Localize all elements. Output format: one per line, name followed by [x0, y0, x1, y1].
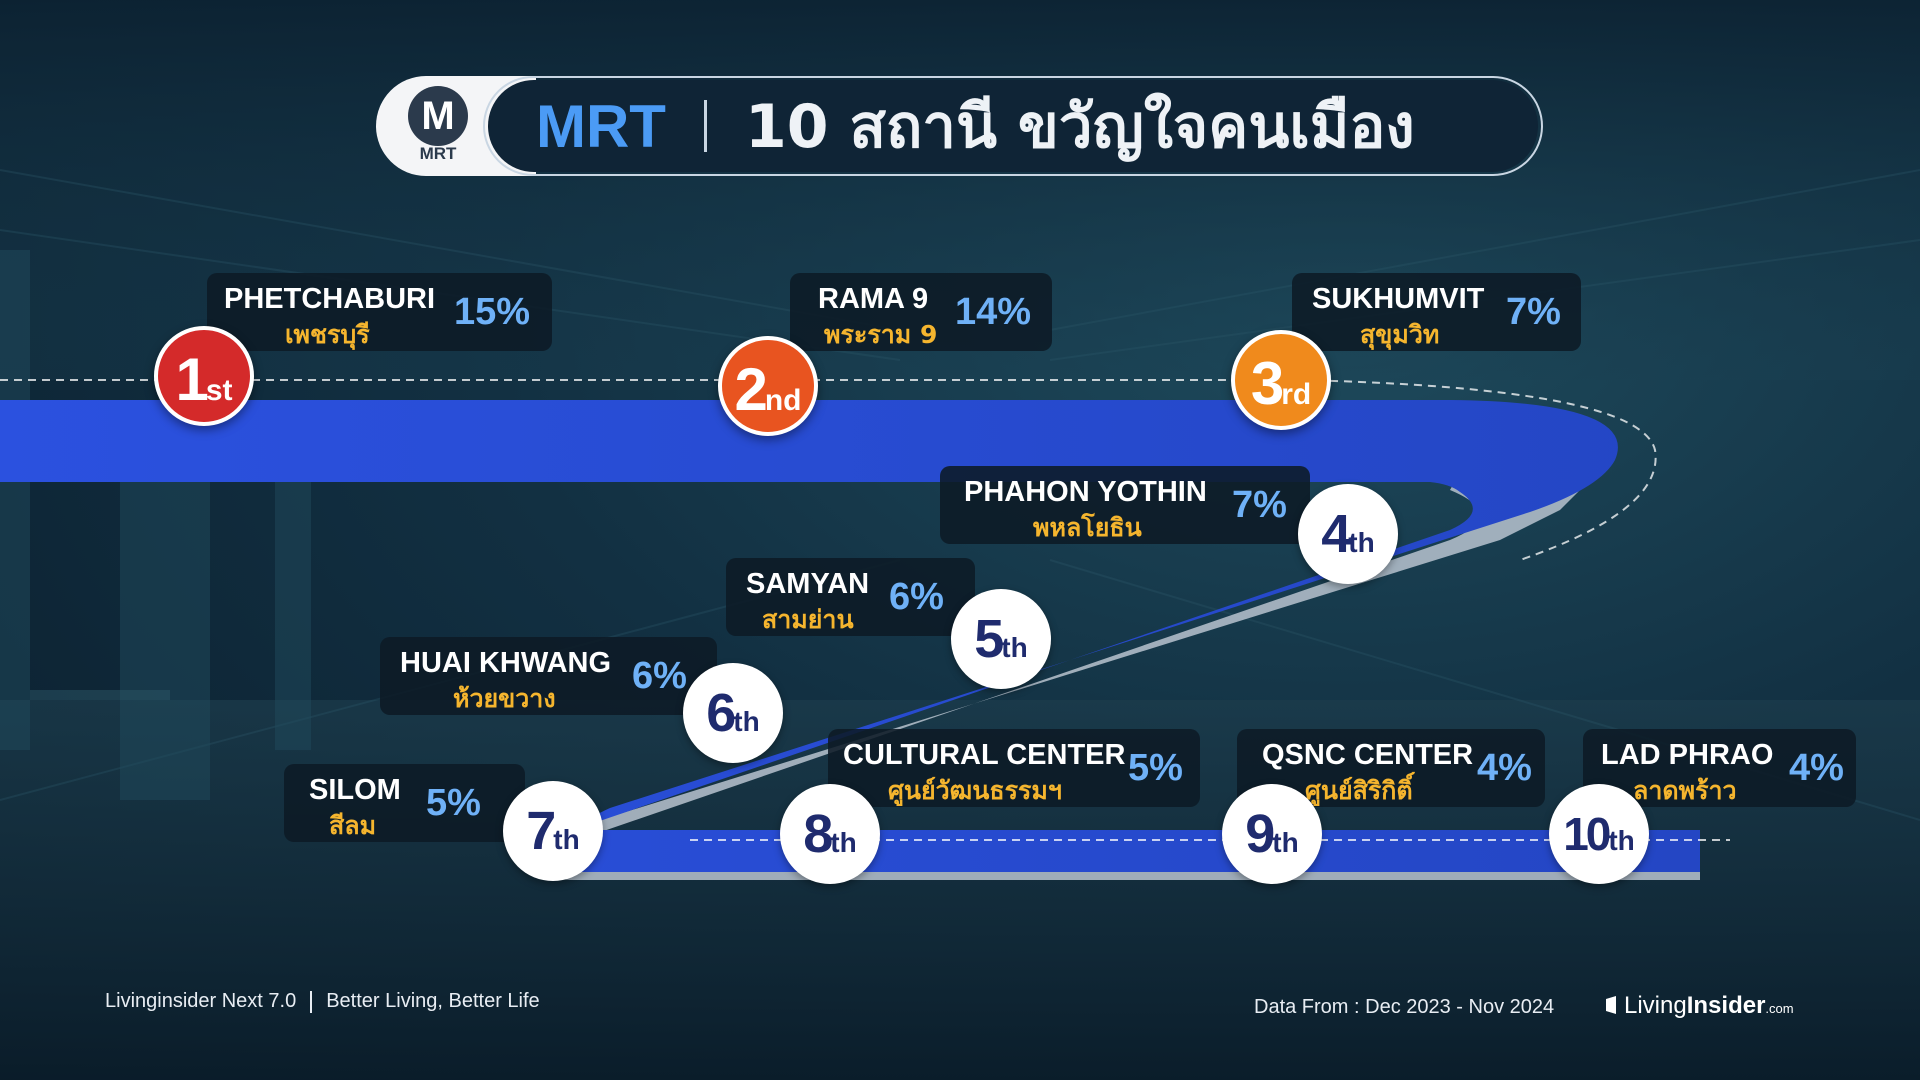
title-brand: MRT [536, 92, 666, 160]
logo-word-com: .com [1765, 1001, 1794, 1016]
rank-suffix: th [733, 706, 760, 737]
rank-badge-1: 1st [154, 326, 254, 426]
footer-left: Livinginsider Next 7.0 Better Living, Bet… [105, 990, 540, 1013]
station-percent: 14% [955, 291, 1032, 333]
footer-divider [310, 990, 313, 1013]
rank-badge-9: 9th [1222, 784, 1322, 884]
rank-badge-10: 10th [1549, 784, 1649, 884]
station-card-7: SILOM สีลม 5% [284, 764, 525, 842]
title-divider [703, 100, 707, 152]
rank-suffix: th [553, 824, 580, 855]
station-name-en: QSNC CENTER [1262, 739, 1474, 771]
station-card-8: CULTURAL CENTER ศูนย์วัฒนธรรมฯ 5% [828, 729, 1200, 807]
rank-number: 7 [526, 801, 556, 861]
rank-number: 1 [175, 346, 208, 413]
rank-suffix: th [1348, 527, 1375, 558]
footer-brand: Livinginsider Next 7.0 [105, 990, 297, 1012]
rank-badge-6: 6th [683, 663, 783, 763]
station-name-en: HUAI KHWANG [400, 647, 612, 679]
station-name-th: สุขุมวิท [1360, 320, 1440, 349]
station-name-en: SILOM [309, 774, 401, 806]
rank-badge-7: 7th [503, 781, 603, 881]
rank-badge-3: 3rd [1231, 330, 1331, 430]
station-name-en: PHETCHABURI [224, 283, 436, 315]
rank-number: 9 [1245, 804, 1275, 864]
rank-number: 5 [974, 609, 1004, 669]
rank-number: 6 [706, 683, 736, 743]
station-percent: 7% [1506, 291, 1561, 333]
station-percent: 6% [632, 655, 687, 697]
rank-number: 8 [803, 804, 833, 864]
mrt-logo-label: MRT [419, 144, 457, 163]
rank-badge-2: 2nd [718, 336, 818, 436]
rank-number: 3 [1250, 350, 1284, 417]
station-name-th: ศูนย์วัฒนธรรมฯ [888, 776, 1062, 805]
station-percent: 6% [889, 576, 944, 618]
station-name-th: พระราม 9 [824, 320, 938, 349]
station-name-en: CULTURAL CENTER [843, 739, 1126, 771]
station-percent: 7% [1232, 484, 1287, 526]
station-card-2: RAMA 9 พระราม 9 14% [790, 273, 1052, 351]
station-card-5: SAMYAN สามย่าน 6% [726, 558, 975, 636]
rank-suffix: th [1001, 632, 1028, 663]
station-name-en: PHAHON YOTHIN [964, 476, 1207, 508]
station-card-3: SUKHUMVIT สุขุมวิท 7% [1292, 273, 1581, 351]
footer-tagline: Better Living, Better Life [326, 990, 540, 1012]
station-card-1: PHETCHABURI เพชรบุรี 15% [207, 273, 552, 351]
station-card-6: HUAI KHWANG ห้วยขวาง 6% [380, 637, 717, 715]
rank-suffix: rd [1281, 378, 1312, 411]
logo-word-living: Living [1624, 992, 1687, 1019]
rank-number: 10 [1563, 808, 1611, 860]
station-name-en: LAD PHRAO [1601, 739, 1774, 771]
station-percent: 4% [1789, 747, 1844, 789]
station-name-th: พหลโยธิน [1033, 513, 1142, 542]
rank-suffix: th [1608, 825, 1635, 856]
livinginsider-icon [1606, 996, 1616, 1014]
station-name-th: เพชรบุรี [285, 320, 370, 349]
station-name-en: RAMA 9 [818, 283, 929, 315]
rank-suffix: st [205, 374, 233, 407]
rank-suffix: th [830, 827, 857, 858]
station-percent: 5% [426, 782, 481, 824]
title-pill-border [483, 76, 1543, 176]
rank-badge-5: 5th [951, 589, 1051, 689]
title-bar: MRT 10 สถานี ขวัญใจคนเมือง [488, 80, 1538, 172]
livinginsider-logo: LivingInsider.com [1604, 992, 1794, 1020]
station-percent: 5% [1128, 747, 1183, 789]
data-range: Data From : Dec 2023 - Nov 2024 [1254, 996, 1555, 1018]
station-name-th: ศูนย์สิริกิติ์ [1305, 776, 1413, 805]
station-name-th: สีลม [329, 811, 377, 840]
mrt-logo-icon: M [408, 86, 468, 146]
page-title: 10 สถานี ขวัญใจคนเมือง [744, 91, 1415, 162]
station-name-en: SUKHUMVIT [1312, 283, 1485, 315]
logo-word-insider: Insider [1686, 992, 1766, 1019]
rank-suffix: nd [764, 384, 802, 417]
rank-number: 4 [1321, 504, 1351, 564]
station-name-th: สามย่าน [762, 605, 854, 634]
rank-badge-4: 4th [1298, 484, 1398, 584]
rank-badge-8: 8th [780, 784, 880, 884]
station-name-th: ลาดพร้าว [1633, 776, 1737, 805]
station-name-th: ห้วยขวาง [453, 684, 556, 713]
rank-suffix: th [1272, 827, 1299, 858]
station-percent: 4% [1477, 747, 1532, 789]
rank-number: 2 [734, 356, 767, 423]
station-percent: 15% [454, 291, 531, 333]
station-name-en: SAMYAN [746, 568, 870, 600]
station-card-4: PHAHON YOTHIN พหลโยธิน 7% [940, 466, 1310, 544]
